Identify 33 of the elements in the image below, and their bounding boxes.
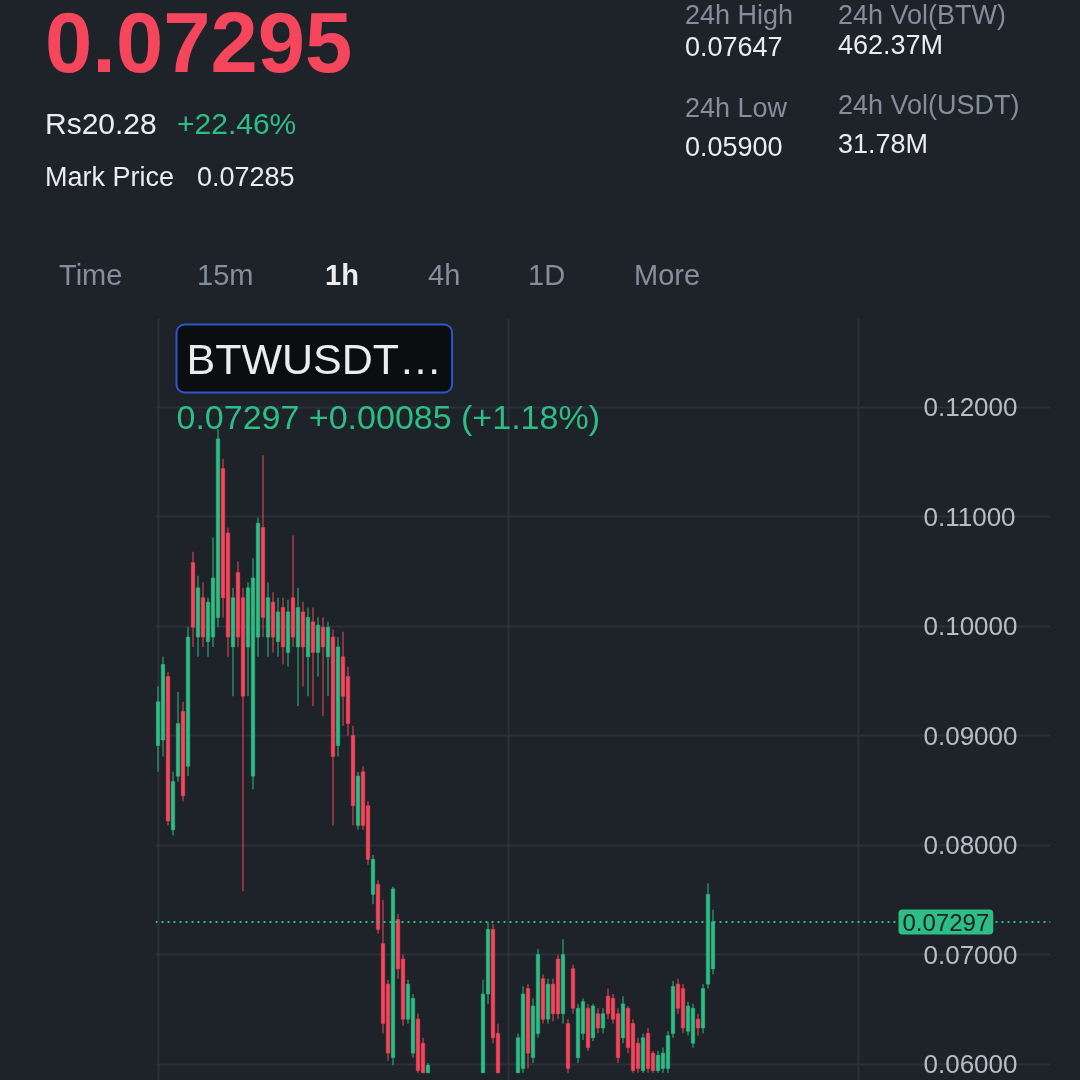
text: 24h Vol(USDT) — [838, 90, 1020, 121]
y-tick-label: 0.08000 — [923, 830, 1018, 861]
chart-title: BTWUSDT… — [186, 334, 443, 383]
text: 0.07295 — [45, 0, 353, 91]
y-tick-label: 0.07000 — [923, 939, 1018, 970]
text: 0.07297 +0.00085 (+1.18%) — [176, 397, 600, 436]
y-tick-label: 0.10000 — [923, 611, 1018, 642]
y-tick-label: 0.11000 — [923, 501, 1016, 532]
y-tick-label: 0.12000 — [923, 392, 1018, 423]
y-tick-label: 0.09000 — [923, 720, 1018, 751]
text: 24h Vol(BTW) — [838, 0, 1007, 31]
text: 1D — [528, 258, 566, 291]
text: 0.05900 — [685, 132, 783, 163]
text: 0.07285 — [197, 162, 295, 193]
text: Rs20.28 — [45, 106, 157, 140]
text: 1h — [325, 258, 359, 291]
text: 24h High — [685, 0, 794, 31]
text: 31.78M — [838, 129, 929, 160]
candlestick — [596, 1007, 600, 1034]
text: 4h — [428, 258, 461, 291]
candlestick — [321, 616, 325, 717]
text: Time — [59, 258, 123, 291]
text: 462.37M — [838, 30, 944, 61]
text: 15m — [197, 258, 254, 291]
candlestick — [601, 1007, 605, 1034]
text: Mark Price — [45, 162, 175, 193]
text: 24h Low — [685, 93, 788, 124]
ref-line-label: 0.07297 — [902, 908, 990, 936]
text: More — [634, 258, 701, 291]
y-tick-label: 0.06000 — [923, 1049, 1018, 1080]
candlestick — [696, 1013, 700, 1037]
text: +22.46% — [177, 106, 297, 140]
text: 0.07647 — [685, 32, 783, 63]
